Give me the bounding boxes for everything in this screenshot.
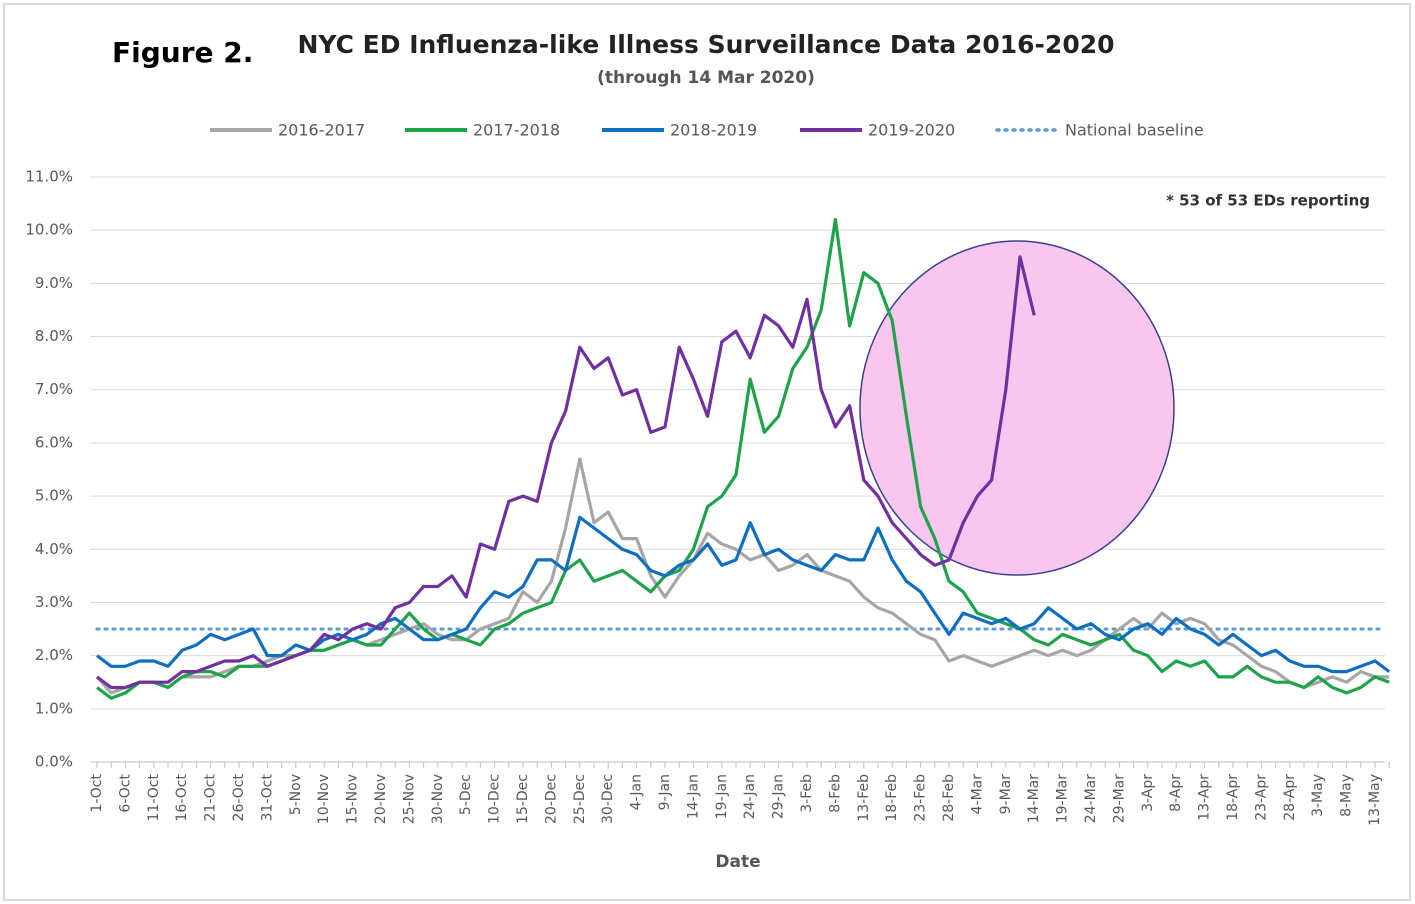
- x-tick-label: 20-Nov: [373, 774, 389, 824]
- legend-label: National baseline: [1065, 121, 1204, 140]
- legend: 2016-2017 2017-2018 2018-2019 2019-2020 Nati…: [210, 121, 1204, 140]
- frame: [3, 3, 1411, 901]
- x-tick-label: 20-Dec: [543, 774, 559, 824]
- x-tick-label: 19-Mar: [1055, 774, 1071, 824]
- x-tick-label: 13-May: [1367, 774, 1383, 826]
- x-tick-label: 3-May: [1310, 774, 1326, 817]
- x-tick-label: 9-Mar: [998, 774, 1014, 815]
- x-tick-label: 31-Oct: [259, 773, 275, 821]
- x-tick-label: 6-Oct: [117, 773, 133, 812]
- x-tick-label: 10-Nov: [316, 774, 332, 824]
- y-tick-label: 3.0%: [35, 593, 73, 611]
- x-tick-label: 14-Jan: [685, 774, 701, 819]
- y-tick-label: 10.0%: [25, 221, 73, 239]
- y-tick-label: 9.0%: [35, 274, 73, 292]
- y-tick-label: 6.0%: [35, 433, 73, 451]
- x-tick-label: 28-Apr: [1282, 774, 1298, 821]
- x-tick-label: 10-Dec: [487, 774, 503, 824]
- x-tick-label: 19-Jan: [714, 774, 730, 819]
- x-tick-label: 18-Feb: [884, 774, 900, 822]
- x-tick-label: 14-Mar: [1026, 774, 1042, 824]
- x-tick-label: 28-Feb: [941, 774, 957, 822]
- x-tick-label: 29-Mar: [1111, 774, 1127, 824]
- series-line: [96, 255, 1036, 690]
- x-tick-label: 8-Apr: [1168, 774, 1184, 812]
- x-tick-label: 23-Feb: [913, 774, 929, 822]
- x-tick-label: 8-May: [1339, 774, 1355, 817]
- x-tick-label: 16-Oct: [174, 773, 190, 821]
- y-tick-label: 11.0%: [25, 168, 73, 186]
- x-tick-label: 3-Feb: [799, 774, 815, 813]
- x-tick-label: 11-Oct: [146, 773, 162, 821]
- annotation: * 53 of 53 EDs reporting: [1166, 192, 1370, 210]
- x-tick-label: 3-Apr: [1140, 774, 1156, 812]
- legend-label: 2017-2018: [473, 121, 560, 140]
- x-tick-label: 9-Jan: [657, 774, 673, 810]
- y-tick-label: 0.0%: [35, 753, 73, 771]
- y-tick-label: 1.0%: [35, 699, 73, 717]
- chart-subtitle: (through 14 Mar 2020): [597, 68, 815, 88]
- plot-lines: [95, 217, 1391, 700]
- x-tick-label: 1-Oct: [89, 773, 105, 812]
- x-tick-label: 23-Apr: [1253, 774, 1269, 821]
- y-tick-label: 2.0%: [35, 646, 73, 664]
- y-tick-label: 8.0%: [35, 327, 73, 345]
- y-tick-label: 4.0%: [35, 540, 73, 558]
- y-tick-label: 5.0%: [35, 487, 73, 505]
- y-tick-label: 7.0%: [35, 380, 73, 398]
- legend-label: 2018-2019: [670, 121, 757, 140]
- figure-label: Figure 2.: [112, 36, 253, 69]
- x-tick-label: 21-Oct: [203, 773, 219, 821]
- x-tick-label: 30-Dec: [600, 774, 616, 824]
- highlight-circle: [859, 240, 1175, 576]
- x-tick-label: 25-Nov: [401, 774, 417, 824]
- x-tick-label: 5-Dec: [458, 774, 474, 815]
- x-tick-label: 30-Nov: [430, 774, 446, 824]
- x-tick-label: 4-Mar: [969, 774, 985, 815]
- x-tick-label: 24-Jan: [742, 774, 758, 819]
- x-tick-label: 8-Feb: [827, 774, 843, 813]
- x-tick-label: 15-Nov: [345, 774, 361, 824]
- x-tick-label: 25-Dec: [572, 774, 588, 824]
- x-tick-label: 13-Feb: [856, 774, 872, 822]
- x-tick-label: 4-Jan: [629, 774, 645, 810]
- x-tick-label: 13-Apr: [1197, 774, 1213, 821]
- legend-label: 2019-2020: [868, 121, 955, 140]
- x-axis-label: Date: [715, 852, 760, 872]
- x-tick-label: 15-Dec: [515, 774, 531, 824]
- x-tick-label: 24-Mar: [1083, 774, 1099, 824]
- x-tick-label: 29-Jan: [771, 774, 787, 819]
- x-tick-label: 26-Oct: [231, 773, 247, 821]
- chart-title: NYC ED Influenza-like Illness Surveillan…: [297, 30, 1114, 59]
- x-tick-label: 5-Nov: [288, 774, 304, 815]
- x-tick-label: 18-Apr: [1225, 774, 1241, 821]
- legend-label: 2016-2017: [278, 121, 365, 140]
